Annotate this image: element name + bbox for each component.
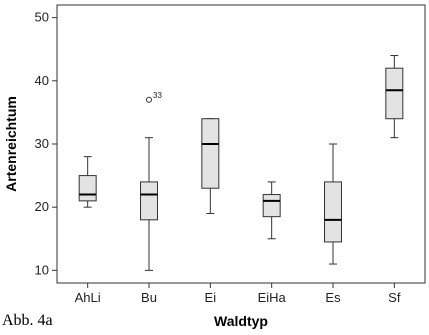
y-tick-label: 10 [35, 262, 49, 277]
iqr-box [140, 181, 158, 221]
y-axis: 10 20 30 40 50 [35, 10, 57, 277]
box-sf [385, 55, 404, 139]
outlier-label: 33 [153, 91, 162, 100]
outlier-point [146, 96, 152, 103]
box-bu: 33 [140, 91, 162, 271]
box-ei [201, 118, 220, 214]
x-axis-title: Waldtyp [214, 313, 268, 329]
x-tick-label: EiHa [258, 290, 287, 305]
plot-frame [56, 4, 426, 284]
box-eiha [262, 181, 281, 240]
boxes: 33 [78, 55, 404, 271]
y-tick-label: 30 [35, 136, 49, 151]
iqr-box [324, 181, 342, 243]
iqr-box [262, 194, 281, 218]
y-tick-label: 20 [35, 199, 49, 214]
x-axis: AhLi Bu Ei EiHa Es Sf [75, 283, 401, 305]
iqr-box [201, 118, 220, 189]
box-es [324, 143, 342, 265]
x-tick-label: Sf [388, 290, 401, 305]
x-tick-label: AhLi [75, 290, 101, 305]
y-axis-title: Artenreichtum [3, 96, 19, 192]
box-ahli [78, 156, 97, 208]
x-tick-label: Ei [205, 290, 217, 305]
x-tick-label: Bu [141, 290, 157, 305]
y-tick-label: 50 [35, 10, 49, 25]
figure-caption: Abb. 4a [2, 312, 53, 329]
iqr-box [78, 175, 97, 202]
iqr-box [385, 67, 404, 120]
x-tick-label: Es [325, 290, 341, 305]
y-tick-label: 40 [35, 73, 49, 88]
